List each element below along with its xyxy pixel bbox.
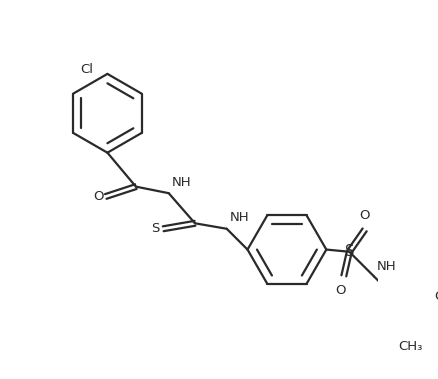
Text: NH: NH: [376, 260, 396, 273]
Text: O: O: [335, 284, 345, 297]
Text: S: S: [344, 244, 353, 259]
Text: S: S: [151, 222, 159, 235]
Text: Cl: Cl: [81, 63, 94, 76]
Text: O: O: [93, 190, 103, 203]
Text: O: O: [433, 290, 438, 302]
Text: NH: NH: [229, 211, 248, 224]
Text: O: O: [359, 209, 369, 222]
Text: NH: NH: [171, 176, 191, 189]
Text: CH₃: CH₃: [398, 340, 422, 353]
